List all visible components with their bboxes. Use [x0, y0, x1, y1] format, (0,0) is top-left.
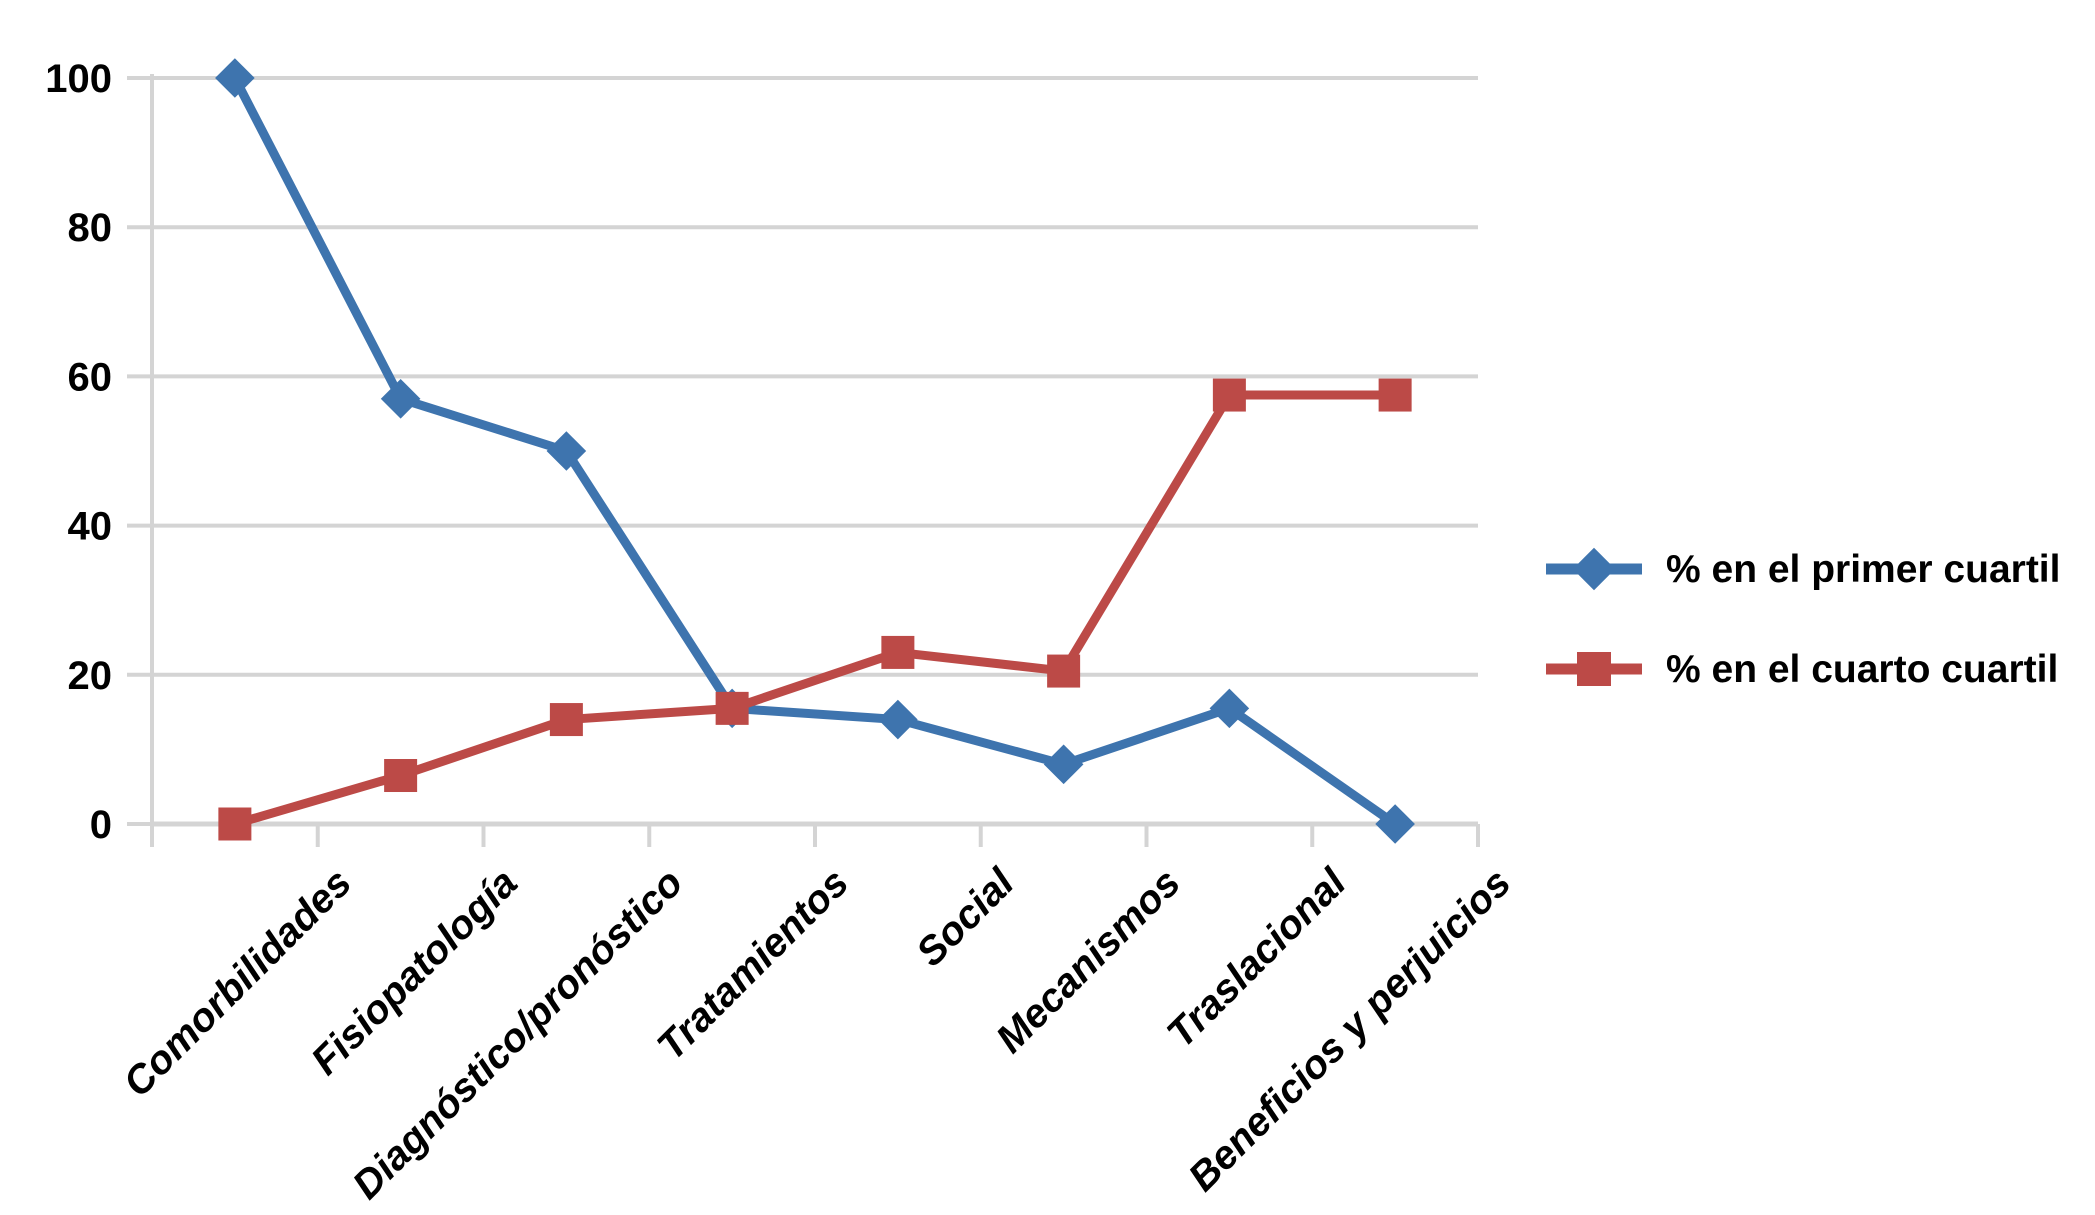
y-axis-tick-label: 100: [45, 57, 112, 101]
series-line-diamond: [230, 75, 1398, 828]
legend-item-cuarto-cuartil: % en el cuarto cuartil: [1546, 638, 2060, 700]
y-axis-tick-label: 0: [90, 803, 112, 847]
data-point-square: [715, 691, 749, 725]
series-line-square: [233, 390, 1396, 829]
data-point-diamond: [380, 378, 421, 419]
legend-label: % en el cuarto cuartil: [1666, 647, 2059, 691]
data-point-diamond: [1043, 744, 1084, 785]
data-point-square: [384, 759, 418, 793]
legend-item-primer-cuartil: % en el primer cuartil: [1546, 538, 2060, 600]
legend-marker-square-icon: [1546, 652, 1642, 686]
y-axis-tick-label: 80: [68, 206, 113, 250]
data-point-square: [1047, 654, 1081, 688]
data-point-diamond: [878, 699, 918, 740]
data-point-diamond: [215, 58, 255, 98]
data-point-diamond: [1209, 688, 1250, 729]
legend-label: % en el primer cuartil: [1666, 547, 2061, 591]
y-axis-tick-label: 60: [68, 355, 113, 399]
legend-marker-diamond-icon: [1546, 547, 1642, 591]
legend: % en el primer cuartil % en el cuarto cu…: [1546, 538, 2060, 738]
y-axis-tick-label: 40: [68, 505, 113, 549]
data-point-square: [1378, 378, 1412, 412]
data-point-square: [881, 635, 915, 669]
data-point-square: [1212, 378, 1246, 412]
y-axis-tick-label: 20: [68, 654, 113, 698]
data-point-square: [218, 807, 252, 841]
data-point-diamond: [1375, 804, 1415, 844]
data-point-diamond: [546, 431, 587, 471]
data-point-square: [549, 703, 583, 737]
